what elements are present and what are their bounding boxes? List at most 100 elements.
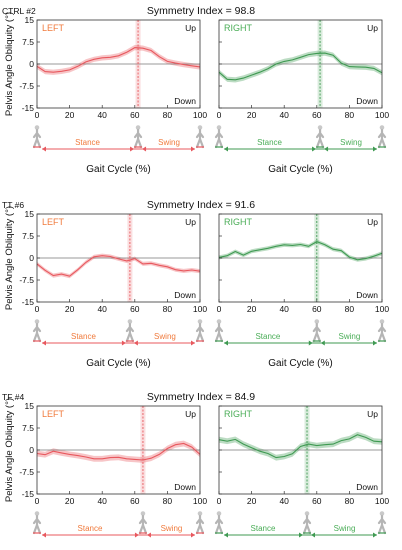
x-tick-label: 40 [279, 110, 289, 120]
x-tick-label: 0 [35, 496, 40, 506]
x-tick-label: 80 [345, 110, 355, 120]
x-tick-label: 40 [97, 110, 107, 120]
y-tick-label: 7.5 [22, 231, 34, 241]
toe-off-arrowheads [312, 146, 329, 152]
row-title: Symmetry Index = 98.8 [147, 5, 255, 17]
figure-head [379, 511, 385, 516]
figure-body [195, 128, 205, 149]
figure-body [315, 128, 325, 149]
y-tick-label: 15 [25, 209, 35, 219]
figure-head [34, 125, 40, 130]
direction-down-label: Down [356, 482, 378, 492]
swing-label: Swing [340, 138, 362, 147]
series-line [218, 240, 383, 261]
x-axis-label: Gait Cycle (%) [86, 164, 150, 175]
series-line [36, 442, 201, 461]
stance-label: Stance [78, 524, 103, 533]
y-tick-label: 15 [25, 401, 35, 411]
figure-head [314, 319, 320, 324]
x-tick-label: 100 [193, 304, 207, 314]
side-label: RIGHT [224, 23, 253, 33]
y-tick-label: 7.5 [22, 37, 34, 47]
y-tick-label: -15 [22, 489, 35, 499]
series-band [219, 50, 382, 83]
direction-down-label: Down [174, 96, 196, 106]
figure-head [216, 511, 222, 516]
row-title: Symmetry Index = 91.6 [147, 199, 255, 211]
figure-body [377, 514, 387, 535]
figure-body [195, 322, 205, 343]
x-tick-label: 20 [247, 304, 257, 314]
x-tick-label: 80 [163, 110, 173, 120]
x-tick-label: 20 [65, 110, 75, 120]
direction-up-label: Up [367, 23, 378, 33]
series-line [218, 434, 383, 459]
figure-body [32, 128, 42, 149]
direction-down-label: Down [174, 290, 196, 300]
chart-panel-2: 0 20 40 60 80 100 15 7.5 0 -7.5 -15 LEFT Up Down Stanc… [2, 199, 255, 369]
direction-down-label: Down [356, 96, 378, 106]
figure-body [125, 322, 135, 343]
figure-head [216, 125, 222, 130]
x-tick-label: 0 [217, 304, 222, 314]
subject-label: TF #4 [2, 392, 24, 402]
x-tick-label: 40 [279, 304, 289, 314]
direction-up-label: Up [185, 409, 196, 419]
figure-head [140, 511, 146, 516]
x-tick-label: 60 [130, 304, 140, 314]
stance-label: Stance [251, 524, 276, 533]
x-tick-label: 100 [375, 304, 389, 314]
x-tick-label: 0 [217, 110, 222, 120]
chart-panel-4: 0 20 40 60 80 100 15 7.5 0 -7.5 -15 LEFT Up Down Stanc… [2, 391, 255, 538]
x-axis-label: Gait Cycle (%) [86, 358, 150, 369]
figure-head [197, 319, 203, 324]
figure-head [216, 319, 222, 324]
x-tick-label: 0 [35, 110, 40, 120]
series-line [36, 47, 201, 73]
swing-label: Swing [334, 524, 356, 533]
y-tick-label: 0 [29, 445, 34, 455]
figure-body [214, 128, 224, 149]
figure-head [135, 125, 141, 130]
toe-off-arrowheads [308, 340, 325, 346]
series-band [37, 44, 200, 75]
stance-label: Stance [257, 138, 282, 147]
swing-label: Swing [161, 524, 183, 533]
x-tick-label: 100 [375, 496, 389, 506]
figure-body [195, 514, 205, 535]
x-tick-label: 40 [279, 496, 289, 506]
series-band [219, 239, 382, 262]
chart-panel-0: 0 20 40 60 80 100 15 7.5 0 -7.5 -15 LEFT Up Down Stanc… [2, 5, 255, 175]
x-tick-label: 80 [345, 304, 355, 314]
figure-head [379, 319, 385, 324]
x-tick-label: 20 [65, 304, 75, 314]
direction-up-label: Up [367, 409, 378, 419]
figure-head [304, 511, 310, 516]
figure-head [197, 125, 203, 130]
x-axis-label: Gait Cycle (%) [268, 358, 332, 369]
x-tick-label: 60 [312, 304, 322, 314]
x-tick-label: 60 [130, 110, 140, 120]
y-tick-label: -7.5 [19, 275, 34, 285]
chart-panel-3: 0 20 40 60 80 100 RIGHT Up Down Stance Swing Gait C… [214, 213, 389, 369]
toe-off-arrowheads [121, 340, 138, 346]
figure-body [214, 514, 224, 535]
figure-head [197, 511, 203, 516]
x-tick-label: 60 [312, 110, 322, 120]
series-line [36, 255, 201, 277]
figure-head [34, 319, 40, 324]
x-tick-label: 40 [97, 496, 107, 506]
x-tick-label: 20 [65, 496, 75, 506]
swing-label: Swing [154, 332, 176, 341]
x-tick-label: 80 [163, 304, 173, 314]
direction-up-label: Up [367, 217, 378, 227]
x-tick-label: 20 [247, 496, 257, 506]
x-tick-label: 20 [247, 110, 257, 120]
direction-down-label: Down [174, 482, 196, 492]
side-label: LEFT [42, 217, 65, 227]
figure-body [377, 128, 387, 149]
y-axis-label: Pelvis Angle Obliquity (°) [4, 206, 15, 310]
side-label: LEFT [42, 23, 65, 33]
side-label: LEFT [42, 409, 65, 419]
